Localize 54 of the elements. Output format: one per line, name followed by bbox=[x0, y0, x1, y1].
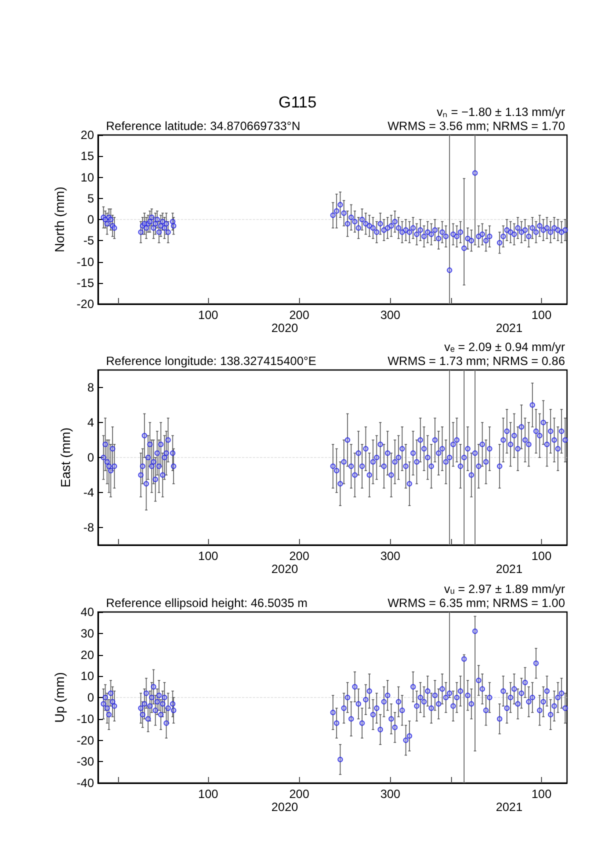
y-tick-label: -15 bbox=[76, 276, 94, 290]
x-tick-label: 100 bbox=[198, 549, 219, 563]
y-tick-label: 0 bbox=[87, 450, 94, 464]
y-tick-label: 0 bbox=[87, 212, 94, 226]
x-tick-label: 100 bbox=[531, 787, 552, 801]
y-tick-label: -40 bbox=[76, 776, 94, 790]
chart-subtitle: Reference ellipsoid height: 46.5035 m bbox=[106, 596, 308, 610]
y-axis-title: Up (mm) bbox=[52, 672, 67, 723]
y-tick-label: -20 bbox=[76, 733, 94, 748]
y-axis-title: North (mm) bbox=[52, 186, 67, 252]
chart-title: G115 bbox=[278, 94, 317, 112]
x-tick-label: 100 bbox=[531, 308, 552, 322]
text: 2021 bbox=[496, 800, 523, 814]
y-tick-label: 15 bbox=[80, 149, 94, 164]
y-tick-label: 20 bbox=[80, 128, 94, 142]
y-axis-title: East (mm) bbox=[58, 428, 73, 488]
text: vₑ = 2.09 ± 0.94 mm/yr bbox=[444, 340, 565, 354]
y-tick-label: 20 bbox=[80, 648, 94, 662]
x-tick-label: 300 bbox=[380, 549, 401, 563]
text: vᵤ = 2.97 ± 1.89 mm/yr bbox=[444, 582, 565, 596]
text: WRMS = 3.56 mm; NRMS = 1.70 bbox=[388, 119, 566, 133]
y-tick-label: 4 bbox=[87, 416, 94, 430]
text: WRMS = 6.35 mm; NRMS = 1.00 bbox=[388, 596, 566, 610]
y-tick-label: 0 bbox=[87, 690, 94, 704]
y-tick-label: -10 bbox=[76, 712, 94, 726]
text: 2021 bbox=[496, 321, 523, 335]
x-tick-label: 200 bbox=[289, 787, 310, 801]
x-tick-label: 100 bbox=[198, 787, 219, 801]
y-tick-label: -30 bbox=[76, 754, 94, 769]
y-tick-label: -20 bbox=[76, 297, 94, 311]
y-tick-label: 5 bbox=[87, 191, 94, 206]
x-tick-label: 100 bbox=[198, 308, 219, 322]
y-tick-label: -4 bbox=[83, 486, 94, 500]
y-tick-label: -8 bbox=[83, 520, 94, 534]
x-tick-label: 300 bbox=[380, 308, 401, 322]
x-tick-label: 200 bbox=[289, 308, 310, 322]
x-tick-label: 300 bbox=[380, 787, 401, 801]
chart-subtitle: Reference longitude: 138.327415400°E bbox=[106, 354, 316, 368]
text: 2020 bbox=[271, 800, 298, 814]
y-tick-label: -10 bbox=[76, 254, 94, 269]
x-tick-label: 100 bbox=[531, 549, 552, 563]
y-tick-label: 40 bbox=[80, 605, 94, 619]
x-tick-label: 200 bbox=[289, 549, 310, 563]
chart-subtitle: Reference latitude: 34.870669733°N bbox=[106, 119, 300, 133]
text: vₙ = −1.80 ± 1.13 mm/yr bbox=[436, 105, 565, 119]
y-tick-label: 8 bbox=[87, 380, 94, 394]
text: 2021 bbox=[496, 562, 523, 576]
y-tick-label: -5 bbox=[83, 234, 94, 248]
text: 2020 bbox=[271, 562, 298, 576]
y-tick-label: 10 bbox=[80, 669, 94, 684]
y-tick-label: 10 bbox=[80, 170, 94, 184]
text: WRMS = 1.73 mm; NRMS = 0.86 bbox=[388, 354, 566, 368]
y-tick-label: 30 bbox=[80, 626, 94, 640]
text: 2020 bbox=[271, 321, 298, 335]
